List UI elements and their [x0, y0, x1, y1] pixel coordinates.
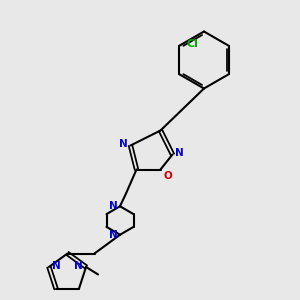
Text: O: O: [164, 171, 172, 181]
Text: N: N: [109, 230, 118, 240]
Text: N: N: [109, 201, 118, 211]
Text: N: N: [176, 148, 184, 158]
Text: N: N: [74, 261, 83, 272]
Text: N: N: [52, 261, 61, 272]
Text: N: N: [119, 139, 128, 149]
Text: Cl: Cl: [187, 39, 199, 49]
